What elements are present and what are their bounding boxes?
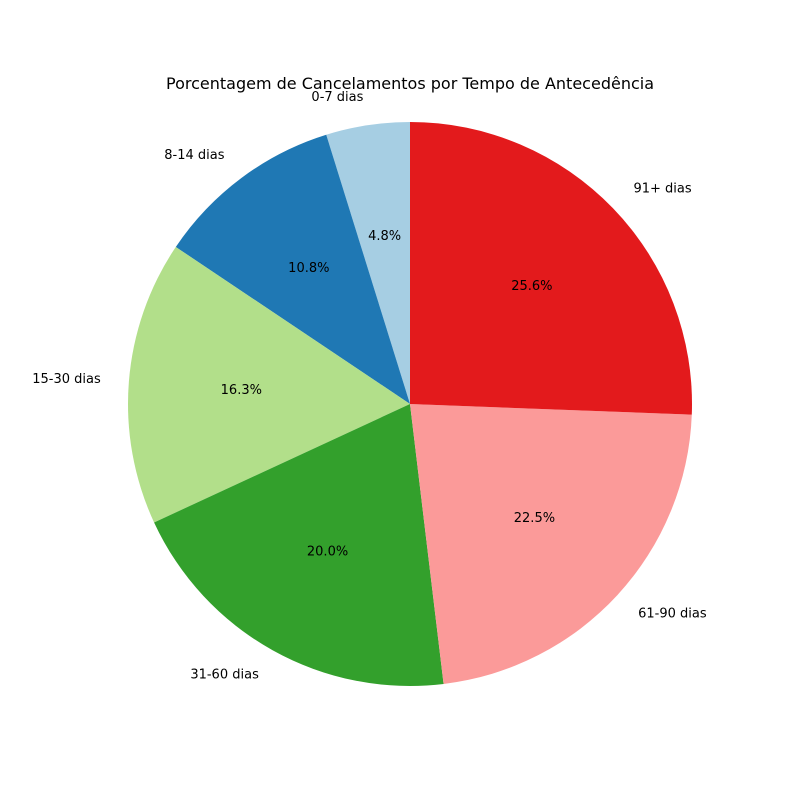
value-label-1: 4.8%	[368, 229, 401, 244]
category-label-3: 15-30 dias	[32, 372, 101, 387]
category-label-4: 31-60 dias	[190, 667, 259, 682]
pie-labels: 0-7 dias 4.8% 8-14 dias 10.8% 15-30 dias 16.3…	[32, 90, 707, 683]
pie-slice-5	[410, 404, 692, 684]
value-label-2: 10.8%	[288, 261, 329, 276]
value-label-3: 16.3%	[221, 383, 262, 398]
pie-slice-6	[410, 122, 692, 415]
pie-slice-4	[154, 404, 444, 686]
pie-slice-1	[326, 122, 410, 404]
pie-slice-2	[175, 134, 410, 404]
pie-slice-3	[127, 246, 410, 523]
value-label-6: 25.6%	[511, 279, 552, 294]
pie-slices	[127, 122, 692, 686]
category-label-2: 8-14 dias	[164, 148, 224, 163]
category-label-5: 61-90 dias	[638, 607, 707, 622]
value-label-4: 20.0%	[307, 544, 348, 559]
value-label-5: 22.5%	[514, 511, 555, 526]
category-label-1: 0-7 dias	[311, 90, 363, 105]
category-label-6: 91+ dias	[633, 181, 691, 196]
chart-title: Porcentagem de Cancelamentos por Tempo d…	[166, 74, 654, 93]
